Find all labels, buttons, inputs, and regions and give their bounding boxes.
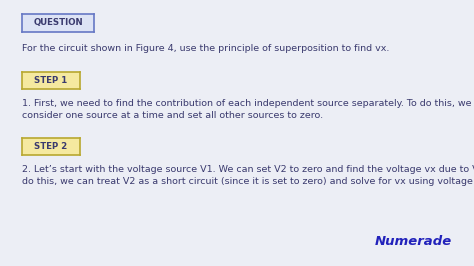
Text: 1. First, we need to find the contribution of each independent source separately: 1. First, we need to find the contributi…	[22, 99, 474, 108]
Text: STEP 2: STEP 2	[35, 142, 68, 151]
Text: QUESTION: QUESTION	[33, 19, 83, 27]
Text: For the circuit shown in Figure 4, use the principle of superposition to find vx: For the circuit shown in Figure 4, use t…	[22, 44, 389, 53]
Text: do this, we can treat V2 as a short circuit (since it is set to zero) and solve : do this, we can treat V2 as a short circ…	[22, 177, 474, 186]
Text: consider one source at a time and set all other sources to zero.: consider one source at a time and set al…	[22, 111, 323, 120]
Text: STEP 1: STEP 1	[35, 76, 68, 85]
Text: Numerade: Numerade	[375, 235, 452, 248]
Text: 2. Let’s start with the voltage source V1. We can set V2 to zero and find the vo: 2. Let’s start with the voltage source V…	[22, 165, 474, 174]
